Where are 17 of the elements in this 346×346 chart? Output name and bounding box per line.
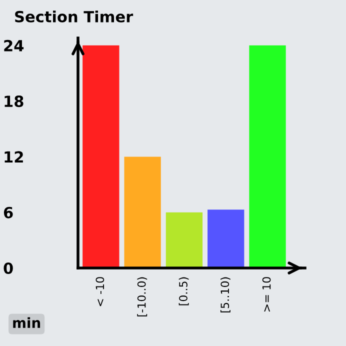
x-tick-label: < -10 bbox=[96, 277, 104, 306]
bar bbox=[166, 212, 203, 268]
y-tick-label: 0 bbox=[4, 262, 13, 274]
y-tick-label: 24 bbox=[4, 40, 24, 52]
x-tick-label: >= 10 bbox=[262, 277, 271, 312]
bar bbox=[208, 210, 244, 268]
x-tick-label: [-10..0) bbox=[137, 277, 148, 316]
y-tick-label: 18 bbox=[4, 96, 24, 108]
bar bbox=[82, 45, 120, 268]
x-tick-label: [0..5) bbox=[178, 277, 189, 306]
y-tick-label: 6 bbox=[4, 206, 13, 218]
chart-title: Section Timer bbox=[15, 10, 134, 22]
bar bbox=[124, 156, 161, 268]
x-tick-label: [5..10) bbox=[220, 277, 230, 312]
bar bbox=[249, 45, 286, 268]
text: min bbox=[13, 317, 40, 328]
y-tick-label: 12 bbox=[4, 151, 23, 163]
